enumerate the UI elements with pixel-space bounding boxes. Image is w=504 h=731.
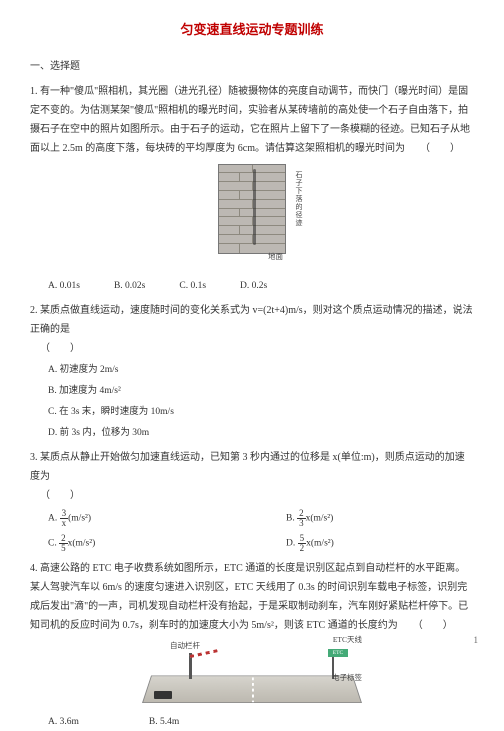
gate-label: 自动栏杆 — [170, 639, 200, 653]
cam-label: 电子标签 — [332, 671, 362, 685]
q2-choice-a: A. 初速度为 2m/s — [48, 361, 474, 379]
q2-paren: （ ） — [30, 339, 474, 358]
q3-choice-c: C. 25x(m/s²) — [48, 534, 236, 553]
car-icon — [154, 691, 172, 699]
q2-stem: 2. 某质点做直线运动，速度随时间的变化关系式为 v=(2t+4)m/s，则对这… — [30, 301, 474, 339]
q4-choice-a: A. 3.6m — [48, 713, 79, 731]
stone-streak — [253, 169, 256, 245]
etc-sign-board: ETC — [328, 649, 348, 657]
question-2: 2. 某质点做直线运动，速度随时间的变化关系式为 v=(2t+4)m/s，则对这… — [30, 301, 474, 442]
q3-paren: （ ） — [30, 486, 474, 505]
q2-choice-b: B. 加速度为 4m/s² — [48, 382, 474, 400]
brick-side-label: 石子下落的径迹 — [292, 171, 305, 227]
q1-choices: A. 0.01s B. 0.02s C. 0.1s D. 0.2s — [48, 277, 474, 295]
q2-choice-d: D. 前 3s 内，位移为 30m — [48, 424, 474, 442]
q3-choice-b: B. 23x(m/s²) — [286, 509, 474, 528]
q1-choice-a: A. 0.01s — [48, 277, 80, 295]
etc-sign-label: ETC天线 — [333, 633, 362, 647]
q1-choice-d: D. 0.2s — [240, 277, 267, 295]
brick-wall-diagram: 石子下落的径迹 地面 — [218, 164, 286, 254]
q1-choice-c: C. 0.1s — [179, 277, 206, 295]
gate-icon — [182, 653, 198, 679]
ground-label: 地面 — [268, 250, 283, 264]
q3-stem: 3. 某质点从静止开始做匀加速直线运动，已知第 3 秒内通过的位移是 x(单位:… — [30, 448, 474, 486]
q2-choice-c: C. 在 3s 末，瞬时速度为 10m/s — [48, 403, 474, 421]
question-3: 3. 某质点从静止开始做匀加速直线运动，已知第 3 秒内通过的位移是 x(单位:… — [30, 448, 474, 553]
q3-choices: A. 3x(m/s²) B. 23x(m/s²) C. 25x(m/s²) D.… — [48, 509, 474, 553]
etc-diagram: 自动栏杆 ETC ETC天线 电子标签 — [142, 639, 362, 709]
page-title: 匀变速直线运动专题训练 — [30, 18, 474, 43]
q1-caption-spacer — [30, 256, 474, 271]
q4-choices: A. 3.6m B. 5.4m — [48, 713, 474, 731]
section-heading: 一、选择题 — [30, 57, 474, 76]
q4-stem: 4. 高速公路的 ETC 电子收费系统如图所示，ETC 通道的长度是识别区起点到… — [30, 559, 474, 635]
q2-choices: A. 初速度为 2m/s B. 加速度为 4m/s² C. 在 3s 末，瞬时速… — [48, 361, 474, 442]
question-4: 4. 高速公路的 ETC 电子收费系统如图所示，ETC 通道的长度是识别区起点到… — [30, 559, 474, 731]
q3-choice-d: D. 52x(m/s²) — [286, 534, 474, 553]
question-1: 1. 有一种"傻瓜"照相机，其光圈（进光孔径）随被摄物体的亮度自动调节，而快门（… — [30, 82, 474, 295]
q3-choice-a: A. 3x(m/s²) — [48, 509, 236, 528]
page-number: 1 — [474, 632, 479, 649]
road — [142, 676, 362, 703]
q1-stem: 1. 有一种"傻瓜"照相机，其光圈（进光孔径）随被摄物体的亮度自动调节，而快门（… — [30, 82, 474, 158]
q4-choice-b: B. 5.4m — [149, 713, 179, 731]
q1-choice-b: B. 0.02s — [114, 277, 145, 295]
q1-figure: 石子下落的径迹 地面 — [30, 164, 474, 254]
